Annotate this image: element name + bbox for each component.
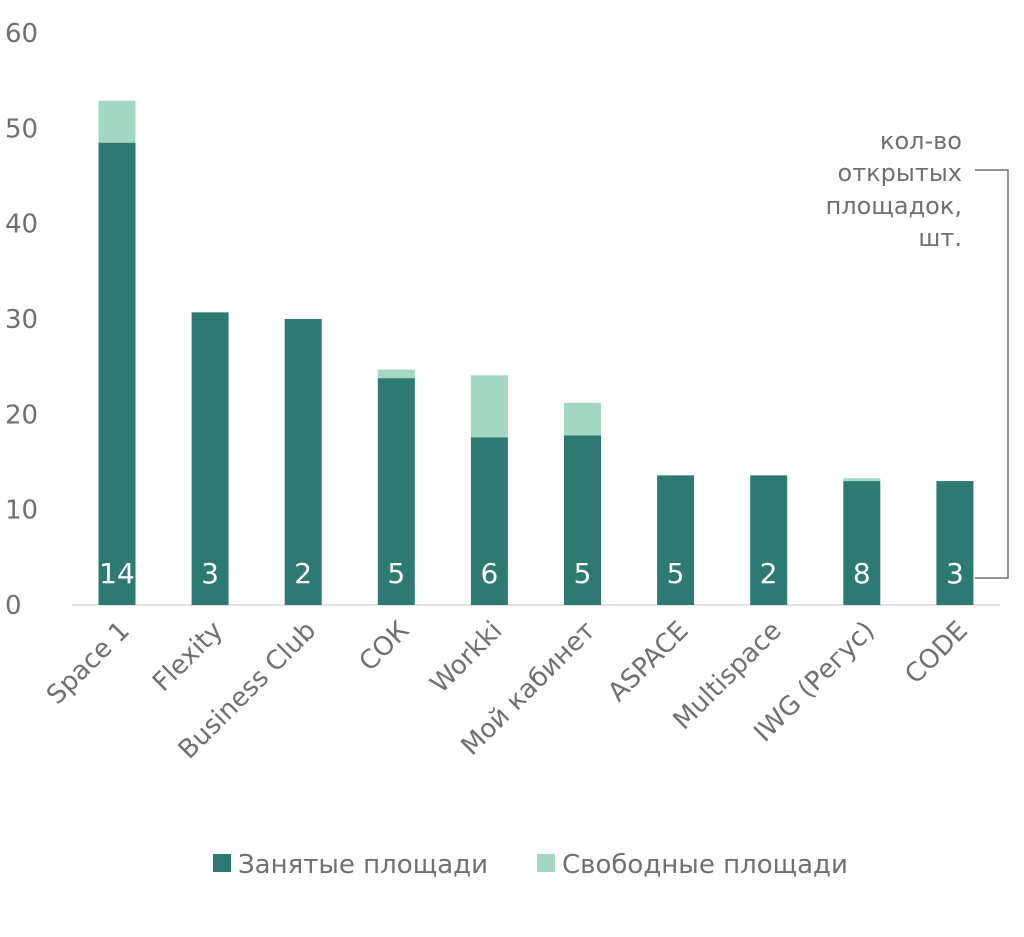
- legend-swatch-free: [537, 854, 555, 872]
- y-tick-label: 20: [5, 400, 38, 430]
- y-tick-label: 10: [5, 496, 38, 526]
- bar-occupied: [284, 319, 322, 605]
- data-label: 5: [667, 557, 685, 590]
- annotation-line-1: кол-во: [880, 127, 962, 155]
- legend-label-occupied: Занятые площади: [238, 850, 488, 880]
- y-tick-label: 60: [5, 19, 38, 49]
- bar-free: [564, 402, 601, 436]
- legend-label-free: Свободные площади: [562, 850, 848, 880]
- data-label: 14: [99, 557, 135, 590]
- data-label: 8: [853, 557, 871, 590]
- bars: [98, 100, 974, 605]
- bar-occupied: [470, 437, 508, 605]
- bar-free: [98, 100, 136, 143]
- bar-occupied: [98, 142, 136, 605]
- category-label: СОК: [354, 616, 416, 678]
- y-tick-label: 0: [5, 591, 22, 621]
- data-label: 5: [574, 557, 592, 590]
- data-label: 3: [201, 557, 219, 590]
- category-label: Space 1: [41, 616, 136, 711]
- bar-free: [470, 375, 508, 438]
- bar-occupied: [843, 481, 881, 605]
- bar-free: [843, 478, 881, 482]
- legend: Занятые площади Свободные площади: [213, 850, 848, 880]
- data-labels: 14 3 2 5 6 5 5 2 8 3: [99, 557, 964, 590]
- y-tick-label: 40: [5, 210, 38, 240]
- bar-occupied: [191, 312, 229, 605]
- category-label: CODE: [900, 616, 974, 690]
- category-label: Workki: [425, 616, 509, 700]
- y-axis-ticks: 0 10 20 30 40 50 60: [5, 19, 38, 621]
- bar-occupied: [564, 435, 601, 605]
- bar-occupied: [657, 475, 695, 605]
- y-tick-label: 50: [5, 114, 38, 144]
- bar-occupied: [936, 481, 974, 605]
- category-label: ASPACE: [602, 616, 694, 708]
- annotation-line-2: открытых: [838, 159, 962, 187]
- data-label: 2: [294, 557, 312, 590]
- category-label: Flexity: [147, 616, 229, 698]
- annotation: кол-во открытых площадок, шт.: [826, 127, 1009, 579]
- data-label: 3: [946, 557, 964, 590]
- annotation-bracket: [975, 169, 1009, 579]
- bar-occupied: [750, 475, 788, 605]
- bar-free: [377, 369, 415, 379]
- legend-swatch-occupied: [213, 854, 231, 872]
- data-label: 6: [480, 557, 498, 590]
- annotation-line-3: площадок,: [826, 192, 962, 220]
- bar-occupied: [377, 378, 415, 605]
- data-label: 5: [387, 557, 405, 590]
- annotation-line-4: шт.: [918, 224, 962, 252]
- y-tick-label: 30: [5, 305, 38, 335]
- data-label: 2: [760, 557, 778, 590]
